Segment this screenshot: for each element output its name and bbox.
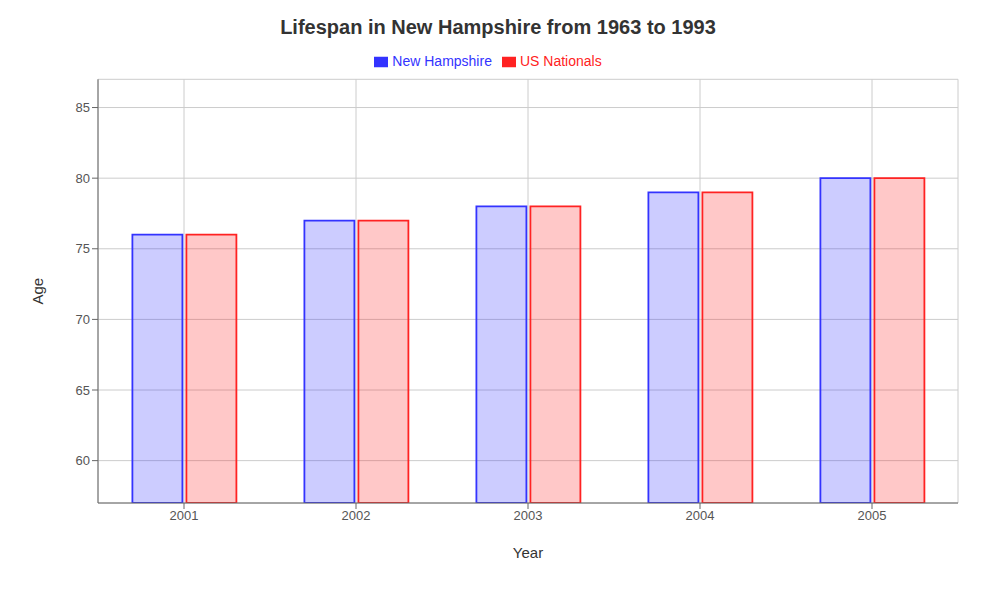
svg-text:Year: Year <box>513 544 543 561</box>
svg-text:60: 60 <box>76 453 90 468</box>
svg-text:Age: Age <box>29 278 46 305</box>
svg-text:2005: 2005 <box>858 508 887 523</box>
svg-text:75: 75 <box>76 241 90 256</box>
svg-text:85: 85 <box>76 100 90 115</box>
svg-text:2003: 2003 <box>514 508 543 523</box>
svg-text:65: 65 <box>76 383 90 398</box>
html-text:New Hampshire: New Hampshire <box>392 53 492 69</box>
svg-text:2002: 2002 <box>342 508 371 523</box>
svg-text:2004: 2004 <box>686 508 715 523</box>
svg-text:70: 70 <box>76 312 90 327</box>
html-text:US Nationals: US Nationals <box>519 53 602 69</box>
html-text:Lifespan in New Hampshire from: Lifespan in New Hampshire from 1963 to 1… <box>280 16 716 38</box>
svg-text:2001: 2001 <box>170 508 199 523</box>
svg-text:80: 80 <box>76 171 90 186</box>
